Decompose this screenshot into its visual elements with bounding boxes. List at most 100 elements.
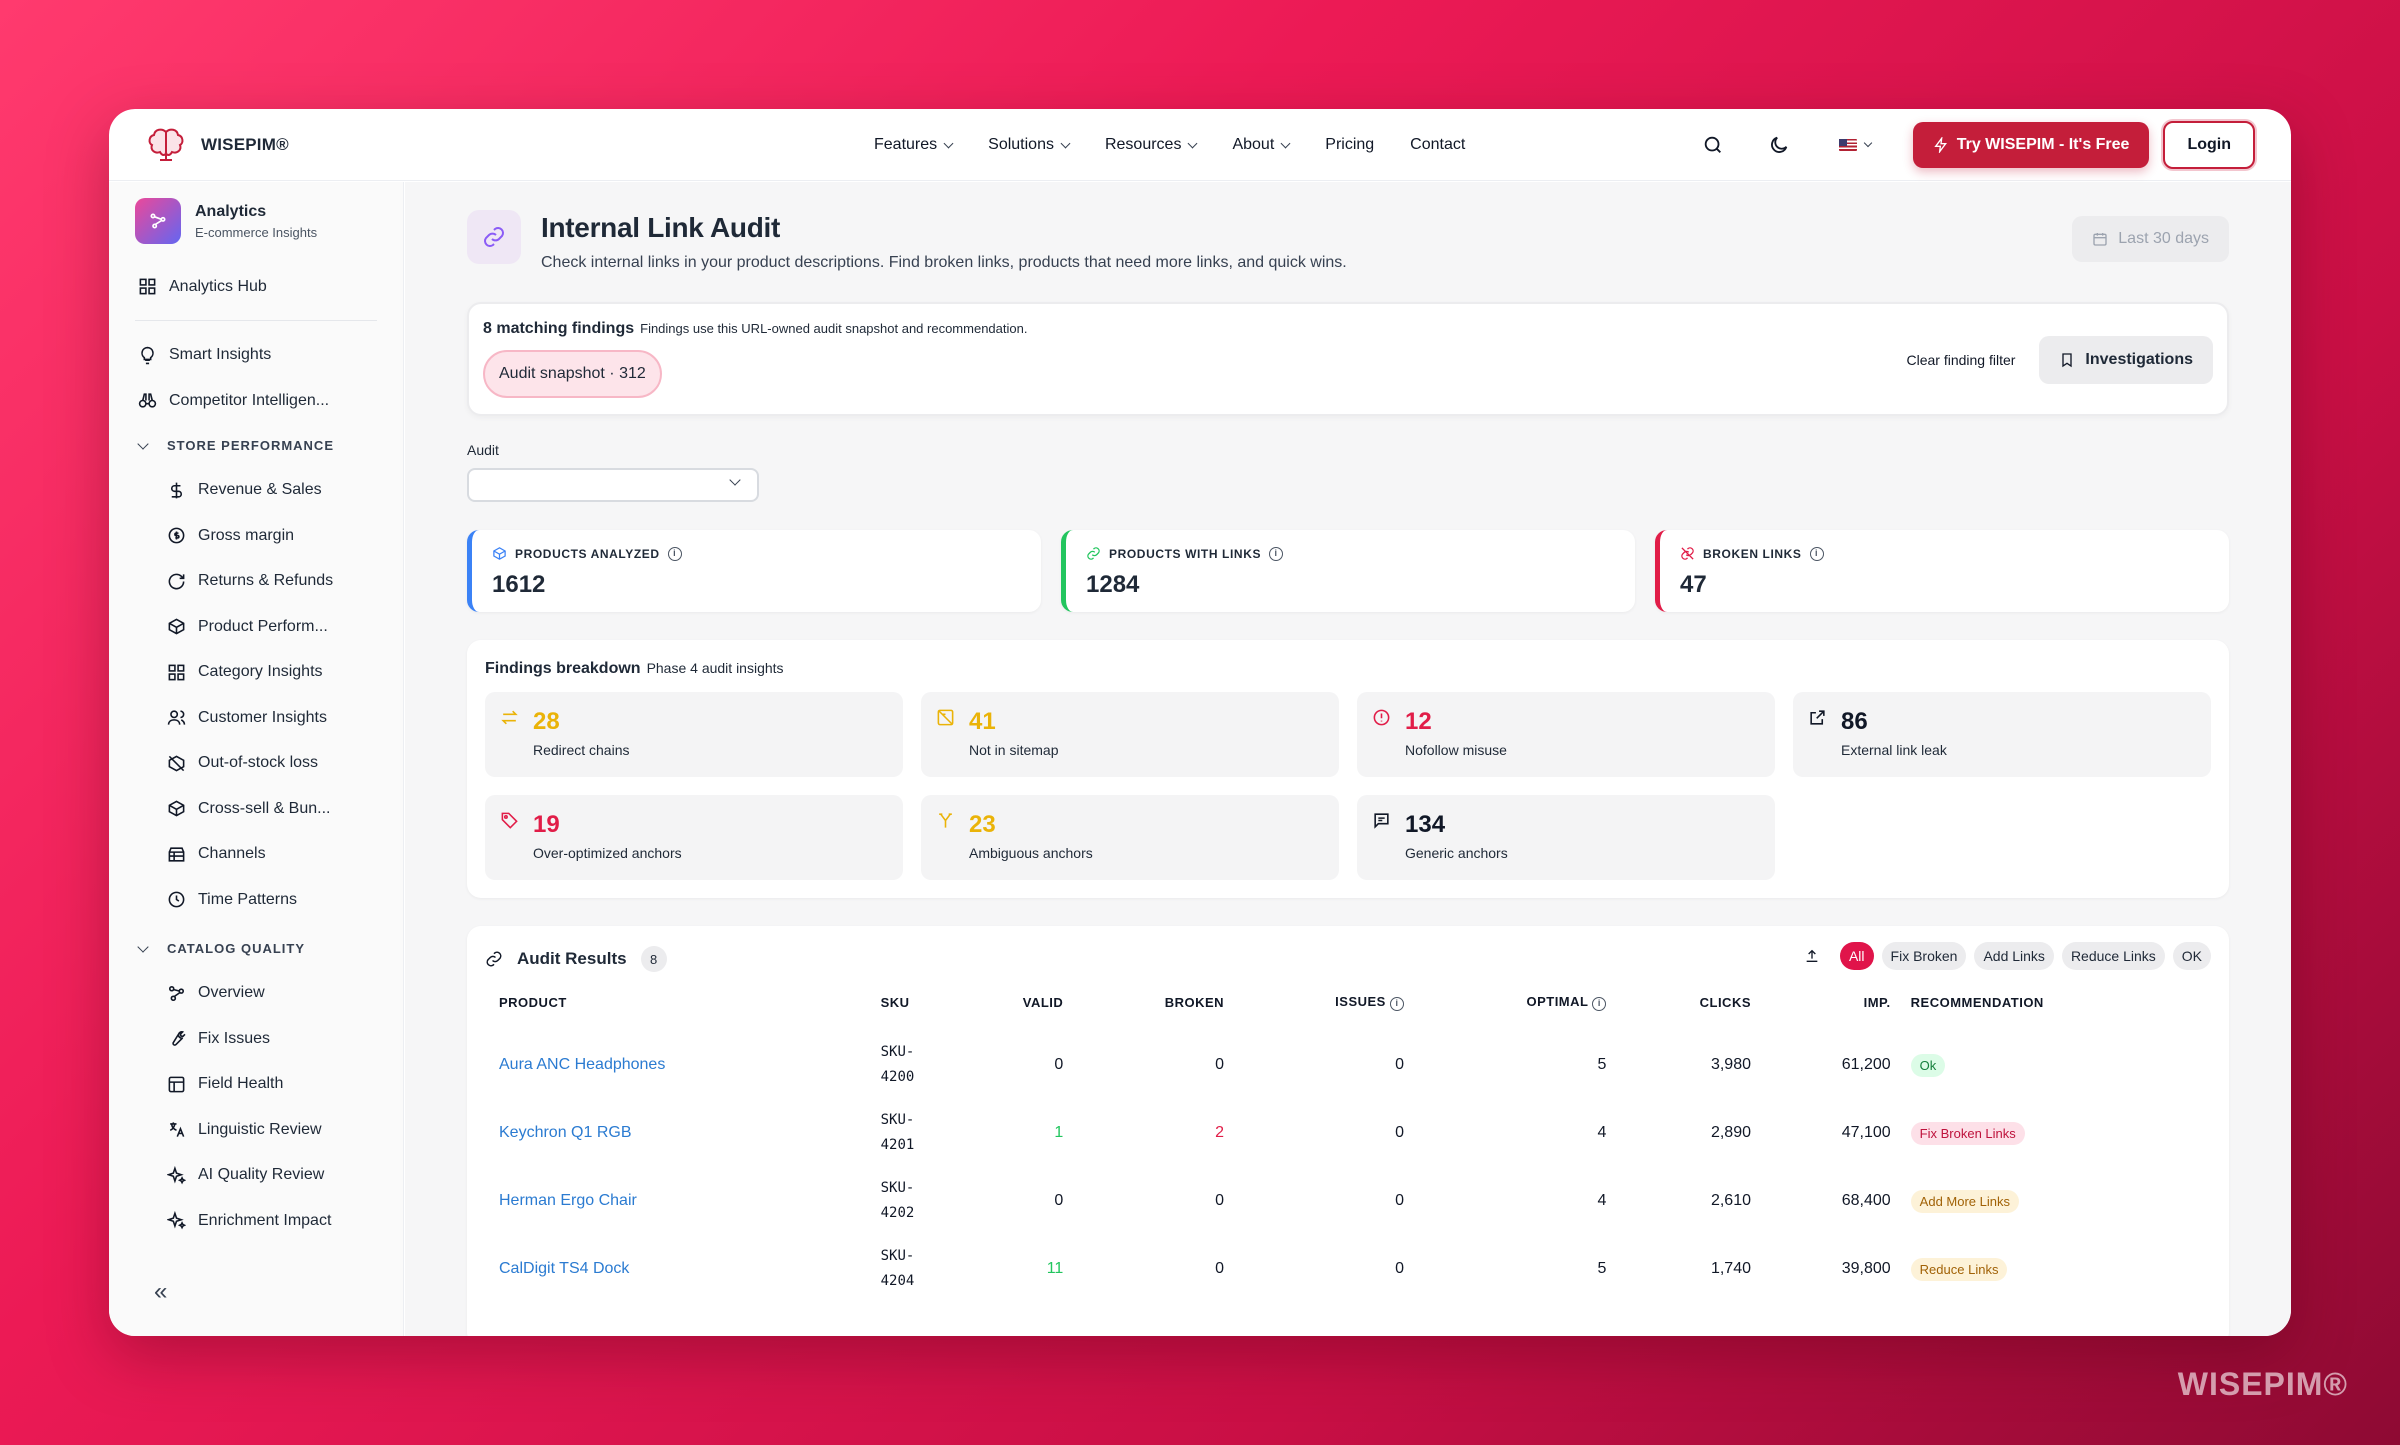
sidebar-item-category-insights[interactable]: Category Insights — [135, 650, 377, 696]
product-link[interactable]: Keychron Q1 RGB — [499, 1124, 632, 1141]
info-icon[interactable]: i — [1809, 546, 1824, 561]
sidebar-item-gross-margin[interactable]: Gross margin — [135, 513, 377, 559]
sidebar-item-product-performance[interactable]: Product Perform... — [135, 604, 377, 650]
finding-over-optimized-anchors[interactable]: 19 Over-optimized anchors — [485, 795, 903, 880]
nav-contact[interactable]: Contact — [1410, 136, 1465, 154]
page-description: Check internal links in your product des… — [541, 254, 1347, 271]
sidebar-item-label: AI Quality Review — [198, 1166, 325, 1184]
box-off-icon — [168, 755, 185, 772]
login-button[interactable]: Login — [2163, 121, 2255, 169]
product-link[interactable]: Herman Ergo Chair — [499, 1192, 637, 1209]
audit-select[interactable] — [467, 468, 759, 502]
table-row[interactable]: CalDigit TS4 Dock SKU- 4204 11 0 0 5 1,7… — [485, 1235, 2211, 1303]
sidebar-item-revenue[interactable]: Revenue & Sales — [135, 468, 377, 514]
finding-generic-anchors[interactable]: 134 Generic anchors — [1357, 795, 1775, 880]
top-navbar: WISEPIM® Features Solutions Resources Ab… — [109, 109, 2291, 181]
column-header[interactable]: IMP. — [1863, 995, 1891, 1010]
recommendation-badge: Fix Broken Links — [1910, 1121, 2025, 1145]
calendar-icon — [2093, 233, 2107, 246]
valid-cell: 1 — [1054, 1124, 1064, 1141]
finding-ambiguous-anchors[interactable]: 23 Ambiguous anchors — [921, 795, 1339, 880]
info-icon[interactable]: i — [1269, 546, 1284, 561]
sidebar-item-label: Field Health — [198, 1075, 284, 1093]
sidebar-item-fix-issues[interactable]: Fix Issues — [135, 1016, 377, 1062]
collapse-sidebar-button[interactable]: « — [154, 1278, 168, 1305]
filter-add-links[interactable]: Add Links — [1974, 942, 2054, 970]
section-store-performance[interactable]: STORE PERFORMANCE — [135, 424, 377, 468]
language-select[interactable] — [1838, 138, 1872, 151]
arrows-swap-icon — [501, 710, 518, 725]
search-button[interactable] — [1693, 125, 1733, 165]
column-header[interactable]: RECOMMENDATION — [1910, 995, 2044, 1010]
info-icon[interactable]: i — [667, 546, 682, 561]
sidebar-item-overview[interactable]: Overview — [135, 971, 377, 1017]
sidebar-item-competitor-intelligence[interactable]: Competitor Intelligen... — [135, 378, 377, 424]
upload-icon[interactable] — [1804, 948, 1820, 964]
kpi-value: 1284 — [1086, 571, 1140, 598]
product-link[interactable]: CalDigit TS4 Dock — [499, 1260, 630, 1277]
sidebar-item-smart-insights[interactable]: Smart Insights — [135, 333, 377, 379]
filter-ok[interactable]: OK — [2172, 942, 2211, 970]
column-header-issues[interactable]: ISSUES i — [1234, 994, 1414, 1031]
try-free-button[interactable]: Try WISEPIM - It's Free — [1912, 122, 2150, 168]
theme-toggle[interactable] — [1759, 125, 1799, 165]
column-header[interactable]: SKU — [880, 995, 910, 1010]
network-icon — [168, 985, 185, 1001]
sidebar-item-channels[interactable]: Channels — [135, 832, 377, 878]
filter-all[interactable]: All — [1839, 942, 1874, 970]
sidebar-item-enrichment-impact[interactable]: Enrichment Impact — [135, 1198, 377, 1244]
sidebar-item-analytics-hub[interactable]: Analytics Hub — [135, 264, 377, 310]
info-icon[interactable]: i — [1389, 997, 1404, 1011]
translate-icon — [169, 1122, 185, 1138]
imp-cell: 68,400 — [1841, 1192, 1891, 1209]
findings-breakdown: Findings breakdown Phase 4 audit insights… — [467, 640, 2229, 898]
sidebar-item-time-patterns[interactable]: Time Patterns — [135, 877, 377, 923]
alert-circle-icon — [1373, 709, 1390, 726]
clear-finding-filter-link[interactable]: Clear finding filter — [1906, 352, 2016, 368]
sidebar-item-linguistic-review[interactable]: Linguistic Review — [135, 1107, 377, 1153]
sidebar-item-label: Revenue & Sales — [198, 481, 322, 499]
column-header[interactable]: PRODUCT — [499, 995, 567, 1010]
us-flag-icon — [1838, 139, 1857, 151]
info-icon[interactable]: i — [1592, 997, 1607, 1011]
column-header-optimal[interactable]: OPTIMAL i — [1414, 994, 1616, 1031]
app-switcher[interactable]: Analytics E-commerce Insights — [135, 198, 377, 244]
nav-pricing[interactable]: Pricing — [1325, 136, 1374, 154]
chevron-down-icon — [943, 138, 954, 148]
sidebar-item-ai-quality-review[interactable]: AI Quality Review — [135, 1153, 377, 1199]
nav-solutions[interactable]: Solutions — [988, 136, 1071, 154]
sidebar-item-field-health[interactable]: Field Health — [135, 1062, 377, 1108]
finding-not-in-sitemap[interactable]: 41 Not in sitemap — [921, 692, 1339, 777]
app-subtitle: E-commerce Insights — [195, 224, 318, 240]
table-row[interactable]: Aura ANC Headphones SKU- 4200 0 0 0 5 3,… — [485, 1031, 2211, 1099]
sidebar-item-label: Returns & Refunds — [198, 572, 334, 590]
column-header[interactable]: VALID — [1022, 995, 1064, 1010]
finding-nofollow-misuse[interactable]: 12 Nofollow misuse — [1357, 692, 1775, 777]
sidebar-item-label: Smart Insights — [169, 346, 272, 364]
sidebar-item-customer-insights[interactable]: Customer Insights — [135, 695, 377, 741]
finding-external-link-leak[interactable]: 86 External link leak — [1793, 692, 2211, 777]
watermark: WISEPIM® — [2177, 1366, 2348, 1402]
finding-redirect-chains[interactable]: 28 Redirect chains — [485, 692, 903, 777]
date-range-picker[interactable]: Last 30 days — [2072, 216, 2229, 262]
issues-cell: 0 — [1395, 1260, 1404, 1277]
sidebar-item-out-of-stock[interactable]: Out-of-stock loss — [135, 741, 377, 787]
sku-cell: SKU- 4200 — [880, 1044, 915, 1085]
filter-fix-broken[interactable]: Fix Broken — [1881, 942, 1967, 970]
product-link[interactable]: Aura ANC Headphones — [499, 1056, 666, 1073]
sidebar-item-cross-sell[interactable]: Cross-sell & Bun... — [135, 786, 377, 832]
nav-about[interactable]: About — [1232, 136, 1291, 154]
column-header[interactable]: BROKEN — [1164, 995, 1225, 1010]
table-row[interactable]: Keychron Q1 RGB SKU- 4201 1 2 0 4 2,890 … — [485, 1099, 2211, 1167]
section-catalog-quality[interactable]: CATALOG QUALITY — [135, 927, 377, 971]
audit-snapshot-chip[interactable]: Audit snapshot · 312 — [483, 350, 662, 398]
nav-resources[interactable]: Resources — [1105, 136, 1198, 154]
nav-features[interactable]: Features — [874, 136, 954, 154]
table-row[interactable]: Herman Ergo Chair SKU- 4202 0 0 0 4 2,61… — [485, 1167, 2211, 1235]
investigations-button[interactable]: Investigations — [2039, 336, 2213, 384]
finding-value: 28 — [533, 708, 560, 735]
logo[interactable]: WISEPIM® — [145, 126, 345, 164]
filter-reduce-links[interactable]: Reduce Links — [2061, 942, 2165, 970]
sidebar-item-returns[interactable]: Returns & Refunds — [135, 559, 377, 605]
column-header[interactable]: CLICKS — [1699, 995, 1751, 1010]
